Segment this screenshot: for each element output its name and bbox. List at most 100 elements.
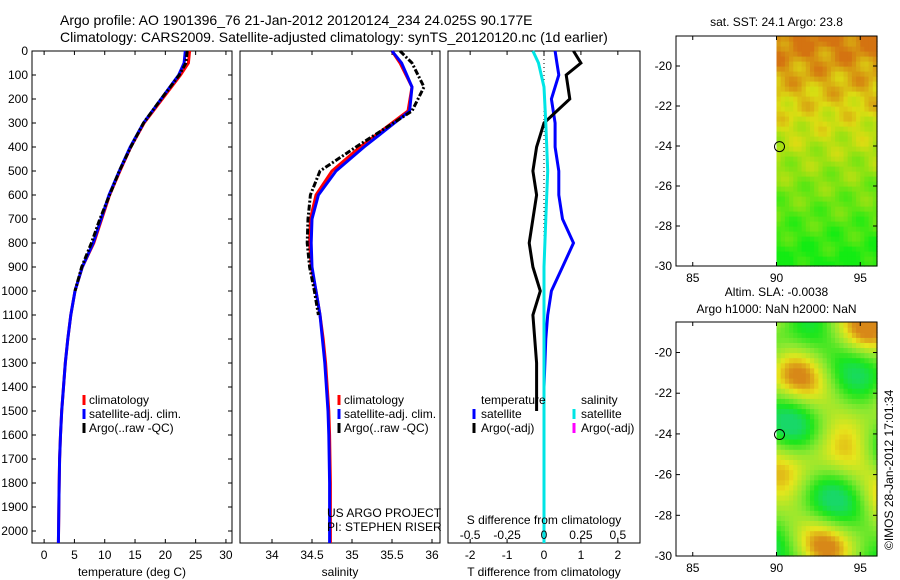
- heatmap-cell: [843, 171, 849, 177]
- heatmap-cell: [780, 111, 786, 117]
- heatmap-cell: [784, 186, 790, 192]
- heatmap-cell: [864, 510, 870, 516]
- heatmap-cell: [818, 459, 824, 465]
- legend-label-1-1: Argo(-adj): [581, 421, 634, 435]
- heatmap-cell: [818, 141, 824, 147]
- heatmap-cell: [851, 428, 857, 435]
- heatmap-cell: [868, 428, 874, 435]
- heatmap-cell: [801, 171, 807, 177]
- heatmap-cell: [810, 91, 815, 97]
- heatmap-cell: [793, 352, 799, 359]
- heatmap-cell: [822, 454, 828, 460]
- heatmap-cell: [810, 372, 815, 379]
- heatmap-cell: [776, 342, 782, 348]
- heatmap-cell: [830, 236, 836, 242]
- heatmap-cell: [814, 246, 819, 252]
- heatmap-cell: [776, 101, 782, 107]
- heatmap-cell: [847, 226, 853, 232]
- heatmap-cell: [835, 166, 840, 172]
- heatmap-cell: [801, 474, 807, 481]
- heatmap-cell: [780, 418, 786, 425]
- heatmap-cell: [822, 408, 828, 415]
- heatmap-cell: [789, 469, 794, 476]
- legend-label-0: climatology: [344, 393, 404, 407]
- heatmap-cell: [801, 236, 807, 242]
- heatmap-cell: [801, 166, 807, 172]
- heatmap-cell: [810, 186, 815, 192]
- heatmap-cell: [810, 221, 815, 227]
- heatmap-cell: [789, 428, 794, 435]
- heatmap-cell: [793, 489, 799, 496]
- heatmap-cell: [847, 246, 853, 252]
- heatmap-cell: [864, 206, 870, 212]
- y-tick-label: 1400: [1, 380, 28, 394]
- heatmap-cell: [780, 181, 786, 187]
- heatmap-cell: [856, 398, 861, 404]
- heatmap-cell: [801, 76, 807, 82]
- heatmap-cell: [868, 166, 874, 172]
- heatmap-cell: [822, 251, 828, 257]
- heatmap-cell: [843, 51, 849, 57]
- heatmap-cell: [856, 251, 861, 257]
- heatmap-cell: [814, 398, 819, 404]
- heatmap-cell: [776, 81, 782, 87]
- heatmap-cell: [801, 91, 807, 97]
- heatmap-cell: [793, 510, 799, 516]
- heatmap-cell: [793, 196, 799, 202]
- heatmap-cell: [864, 520, 870, 527]
- heatmap-cell: [851, 126, 857, 132]
- heatmap-cell: [793, 444, 799, 450]
- heatmap-cell: [789, 96, 794, 102]
- heatmap-cell: [860, 459, 866, 465]
- heatmap-cell: [872, 86, 878, 92]
- heatmap-cell: [847, 46, 853, 52]
- heatmap-cell: [801, 191, 807, 197]
- heatmap-cell: [797, 66, 803, 72]
- heatmap-cell: [789, 342, 794, 348]
- heatmap-cell: [860, 545, 866, 552]
- heatmap-cell: [835, 332, 840, 338]
- heatmap-cell: [851, 500, 857, 506]
- heatmap-cell: [780, 530, 786, 537]
- heatmap-cell: [872, 191, 878, 197]
- heatmap-cell: [847, 236, 853, 242]
- heatmap-cell: [801, 454, 807, 460]
- heatmap-cell: [784, 66, 790, 72]
- heatmap-cell: [797, 515, 803, 521]
- heatmap-cell: [872, 545, 878, 552]
- heatmap-cell: [822, 484, 828, 491]
- heatmap-cell: [818, 367, 824, 374]
- heatmap-cell: [860, 146, 866, 152]
- heatmap-cell: [789, 393, 794, 399]
- heatmap-cell: [864, 484, 870, 491]
- heatmap-cell: [780, 201, 786, 207]
- heatmap-cell: [830, 515, 836, 521]
- heatmap-cell: [793, 151, 799, 157]
- heatmap-cell: [843, 71, 849, 77]
- heatmap-cell: [784, 393, 790, 399]
- heatmap-cell: [814, 71, 819, 77]
- heatmap-cell: [776, 71, 782, 77]
- heatmap-cell: [789, 46, 794, 52]
- heatmap-cell: [818, 530, 824, 537]
- heatmap-cell: [826, 206, 832, 212]
- heatmap-cell: [830, 86, 836, 92]
- project-annotation-0: US ARGO PROJECT: [327, 506, 442, 520]
- heatmap-cell: [868, 221, 874, 227]
- heatmap-cell: [776, 393, 782, 399]
- heatmap-cell: [826, 535, 832, 542]
- heatmap-cell: [814, 347, 819, 354]
- series-line-0: [308, 50, 414, 543]
- heatmap-cell: [801, 495, 807, 501]
- heatmap-cell: [805, 146, 811, 152]
- heatmap-cell: [851, 181, 857, 187]
- heatmap-cell: [868, 106, 874, 112]
- heatmap-cell: [847, 444, 853, 450]
- heatmap-cell: [826, 332, 832, 338]
- map-y-tick-label: -24: [655, 427, 673, 441]
- heatmap-cell: [810, 176, 815, 182]
- heatmap-cell: [789, 464, 794, 471]
- heatmap-cell: [814, 510, 819, 516]
- heatmap-cell: [843, 81, 849, 87]
- heatmap-cell: [797, 241, 803, 247]
